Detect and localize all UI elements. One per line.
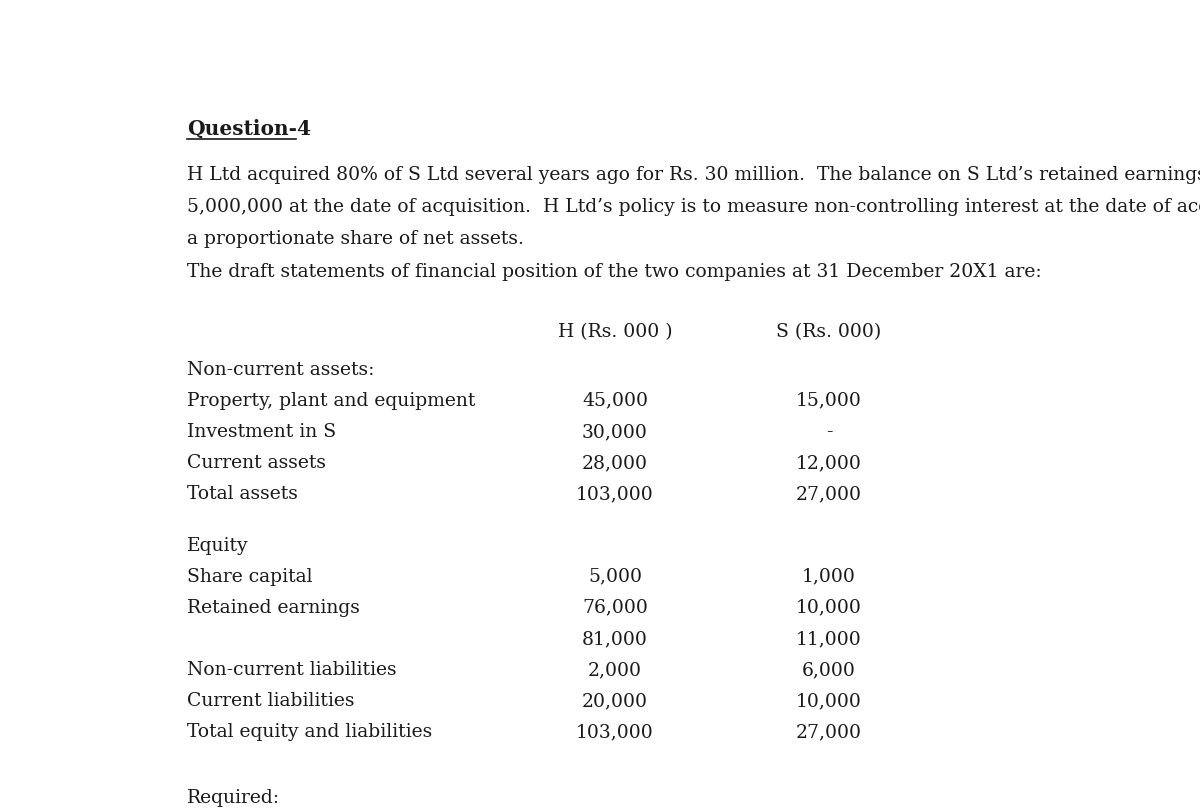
Text: Question-4: Question-4 <box>187 119 311 139</box>
Text: Investment in S: Investment in S <box>187 423 336 441</box>
Text: 10,000: 10,000 <box>796 599 862 616</box>
Text: 27,000: 27,000 <box>796 485 862 503</box>
Text: Retained earnings: Retained earnings <box>187 599 360 616</box>
Text: Current liabilities: Current liabilities <box>187 693 355 710</box>
Text: Property, plant and equipment: Property, plant and equipment <box>187 392 475 409</box>
Text: Required:: Required: <box>187 789 281 807</box>
Text: S (Rs. 000): S (Rs. 000) <box>776 324 882 341</box>
Text: 5,000: 5,000 <box>588 568 642 586</box>
Text: 45,000: 45,000 <box>582 392 648 409</box>
Text: 27,000: 27,000 <box>796 723 862 741</box>
Text: Current assets: Current assets <box>187 454 326 472</box>
Text: 103,000: 103,000 <box>576 723 654 741</box>
Text: a proportionate share of net assets.: a proportionate share of net assets. <box>187 231 524 248</box>
Text: 81,000: 81,000 <box>582 630 648 648</box>
Text: H Ltd acquired 80% of S Ltd several years ago for Rs. 30 million.  The balance o: H Ltd acquired 80% of S Ltd several year… <box>187 166 1200 184</box>
Text: Non-current liabilities: Non-current liabilities <box>187 661 397 679</box>
Text: Share capital: Share capital <box>187 568 313 586</box>
Text: 28,000: 28,000 <box>582 454 648 472</box>
Text: Total assets: Total assets <box>187 485 298 503</box>
Text: 76,000: 76,000 <box>582 599 648 616</box>
Text: 15,000: 15,000 <box>796 392 862 409</box>
Text: 10,000: 10,000 <box>796 693 862 710</box>
Text: 103,000: 103,000 <box>576 485 654 503</box>
Text: 2,000: 2,000 <box>588 661 642 679</box>
Text: Non-current assets:: Non-current assets: <box>187 361 374 379</box>
Text: H (Rs. 000 ): H (Rs. 000 ) <box>558 324 672 341</box>
Text: 11,000: 11,000 <box>796 630 862 648</box>
Text: 30,000: 30,000 <box>582 423 648 441</box>
Text: 1,000: 1,000 <box>802 568 856 586</box>
Text: 5,000,000 at the date of acquisition.  H Ltd’s policy is to measure non-controll: 5,000,000 at the date of acquisition. H … <box>187 198 1200 216</box>
Text: 6,000: 6,000 <box>802 661 856 679</box>
Text: 20,000: 20,000 <box>582 693 648 710</box>
Text: Total equity and liabilities: Total equity and liabilities <box>187 723 432 741</box>
Text: -: - <box>826 423 832 441</box>
Text: Equity: Equity <box>187 536 248 554</box>
Text: 12,000: 12,000 <box>796 454 862 472</box>
Text: The draft statements of financial position of the two companies at 31 December 2: The draft statements of financial positi… <box>187 263 1042 281</box>
